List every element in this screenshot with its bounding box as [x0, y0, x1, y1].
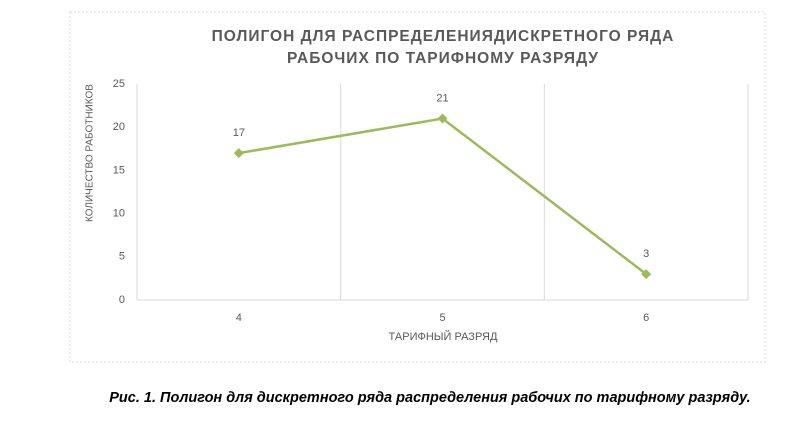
x-tick-label: 5 [439, 312, 445, 324]
y-tick-label: 15 [113, 164, 125, 176]
data-label: 3 [643, 248, 649, 260]
x-tick-label: 6 [643, 312, 649, 324]
chart-border [69, 11, 766, 363]
x-axis-label: ТАРИФНЫЙ РАЗРЯД [389, 330, 498, 343]
data-point [233, 148, 244, 159]
data-line [238, 117, 647, 276]
y-axis-label: КОЛИЧЕСТВО РАБОТНИКОВ [85, 84, 96, 222]
y-tick-label: 10 [113, 208, 125, 220]
y-tick-label: 5 [119, 251, 125, 263]
data-point [641, 269, 652, 280]
y-tick-label: 0 [119, 294, 125, 306]
x-tick-label: 4 [236, 312, 242, 324]
figure-caption: Рис. 1. Полигон для дискретного ряда рас… [109, 390, 751, 406]
data-label: 17 [233, 127, 245, 139]
y-tick-label: 20 [113, 121, 125, 133]
y-tick-label: 25 [113, 78, 125, 90]
data-label: 21 [436, 92, 448, 104]
chart-title: ПОЛИГОН ДЛЯ РАСПРЕДЕЛЕНИЯДИСКРЕТНОГО РЯД… [211, 28, 675, 67]
data-point [437, 113, 448, 124]
